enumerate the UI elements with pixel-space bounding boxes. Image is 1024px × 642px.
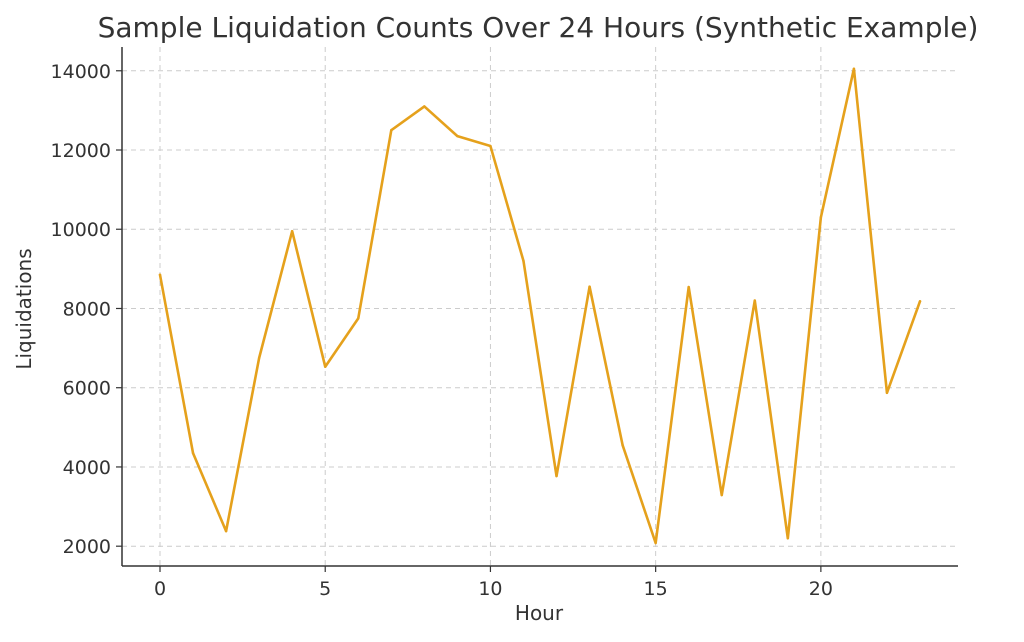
- series-line: [158, 67, 922, 545]
- data-point: [489, 144, 492, 148]
- y-tick-label: 4000: [63, 457, 111, 479]
- data-point: [522, 259, 525, 263]
- data-point: [720, 493, 723, 497]
- x-axis-label: Hour: [515, 601, 564, 625]
- data-point: [423, 105, 426, 108]
- data-point: [819, 216, 823, 219]
- series-lines: [158, 67, 922, 545]
- data-point: [456, 134, 459, 138]
- data-point: [621, 443, 624, 447]
- data-point: [224, 529, 228, 533]
- data-point: [555, 474, 558, 478]
- data-point: [324, 365, 327, 368]
- y-tick-label: 6000: [63, 378, 111, 400]
- data-point: [654, 541, 657, 545]
- data-point: [885, 391, 889, 395]
- y-tick-label: 14000: [51, 61, 111, 83]
- data-point: [852, 67, 856, 70]
- data-point: [257, 356, 261, 360]
- chart-title: Sample Liquidation Counts Over 24 Hours …: [98, 11, 979, 44]
- y-axis-label: Liquidations: [12, 248, 36, 369]
- y-tick-label: 8000: [63, 298, 111, 320]
- x-tick-label: 15: [644, 578, 668, 600]
- axes: [121, 47, 958, 567]
- x-tick-label: 0: [154, 578, 166, 600]
- data-point: [158, 273, 162, 277]
- y-tick-label: 12000: [51, 140, 111, 162]
- data-point: [918, 300, 922, 303]
- data-point: [687, 285, 690, 289]
- data-point: [357, 317, 360, 320]
- x-tick-label: 10: [478, 578, 502, 600]
- y-tick-label: 10000: [51, 219, 111, 241]
- ticks: 0 5 10 15 20 2000 4000 6000 8000 10000 12000 14000: [51, 61, 833, 600]
- data-point: [191, 451, 195, 455]
- y-tick-label: 2000: [63, 536, 111, 558]
- data-point: [390, 128, 393, 132]
- x-tick-label: 20: [809, 578, 833, 600]
- data-point: [786, 537, 790, 540]
- data-point: [588, 285, 591, 288]
- data-point: [290, 230, 294, 233]
- grid-lines: [122, 47, 958, 566]
- x-tick-label: 5: [319, 578, 331, 600]
- data-point: [753, 299, 756, 302]
